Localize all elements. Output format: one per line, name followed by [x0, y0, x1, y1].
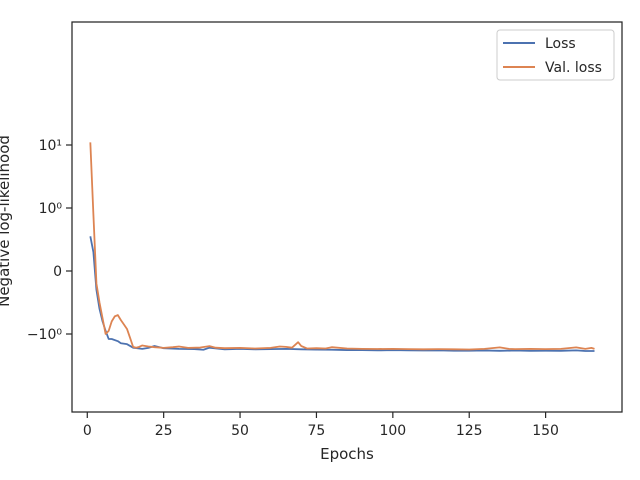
- x-tick-label: 100: [379, 423, 406, 439]
- legend-label-val-loss: Val. loss: [545, 60, 602, 76]
- series-line-val-loss: [89, 142, 595, 351]
- y-tick-label: 10¹: [39, 138, 62, 154]
- x-axis-ticks: 0 25 50 75 100 125 150: [83, 412, 559, 439]
- legend: Loss Val. loss: [496, 29, 615, 81]
- x-tick-label: 75: [308, 423, 326, 439]
- series-layer: [89, 142, 595, 352]
- y-tick-label: 10⁰: [39, 201, 63, 217]
- x-tick-label: 150: [532, 423, 559, 439]
- y-axis-label: Negative log-likelihood: [0, 135, 13, 307]
- x-tick-label: 0: [83, 423, 92, 439]
- y-axis-ticks: −10⁰ 0 10⁰ 10¹: [27, 138, 72, 343]
- legend-label-loss: Loss: [545, 36, 576, 52]
- x-tick-label: 50: [231, 423, 249, 439]
- plot-area-frame: [71, 21, 623, 413]
- x-axis-label: Epochs: [320, 445, 374, 463]
- y-tick-label: 0: [53, 264, 62, 280]
- x-tick-label: 125: [456, 423, 483, 439]
- series-line-loss: [89, 236, 595, 352]
- y-tick-label: −10⁰: [27, 327, 63, 343]
- x-tick-label: 25: [155, 423, 173, 439]
